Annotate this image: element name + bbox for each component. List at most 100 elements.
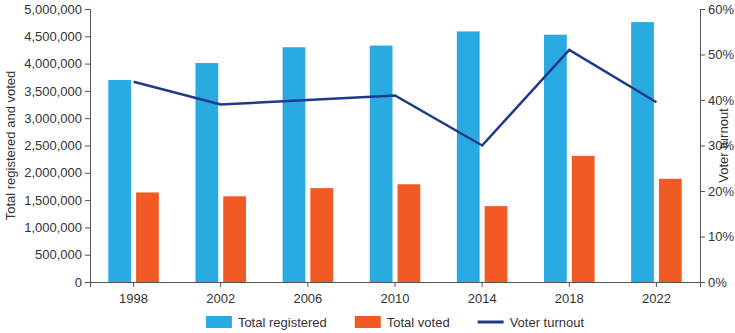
tick: 3,000,000 [24, 111, 90, 126]
tick: 500,000 [35, 247, 90, 262]
tick-mark [700, 100, 705, 101]
tick-label: 4,500,000 [24, 29, 82, 44]
tick-label: 20% [708, 184, 734, 199]
bar [108, 80, 131, 282]
tick-mark [700, 9, 705, 10]
y2-axis: 0%10%20%30%40%50%60% [700, 2, 734, 290]
tick-label: 2,500,000 [24, 138, 82, 153]
tick: 50% [700, 47, 734, 62]
tick: 0 [75, 275, 90, 290]
tick: 2,000,000 [24, 165, 90, 180]
tick-mark [85, 173, 90, 174]
tick: 1998 [119, 282, 148, 306]
tick: 40% [700, 93, 734, 108]
tick: 10% [700, 229, 734, 244]
tick-mark [700, 55, 705, 56]
tick: 2010 [381, 282, 410, 306]
y-axis-title: Total registered and voted [3, 71, 18, 221]
tick-label: 50% [708, 47, 734, 62]
tick-label: 1,000,000 [24, 220, 82, 235]
tick: 2006 [293, 282, 322, 306]
tick-mark [85, 64, 90, 65]
legend-item: Voter turnout [478, 315, 585, 330]
bar [223, 196, 246, 282]
legend-label: Voter turnout [510, 315, 585, 330]
tick-mark [656, 282, 657, 287]
tick-label: 2022 [642, 291, 671, 306]
tick-mark [569, 282, 570, 287]
legend-swatch [355, 316, 381, 328]
y2-axis-title: Voter turnout [716, 108, 731, 183]
tick-label: 2,000,000 [24, 165, 82, 180]
tick-label: 2002 [206, 291, 235, 306]
tick: 2022 [642, 282, 671, 306]
bar-series [136, 156, 682, 282]
legend-label: Total registered [238, 315, 327, 330]
tick-mark [85, 36, 90, 37]
tick: 1,000,000 [24, 220, 90, 235]
y-axis: 0 500,000 1,000,000 1,500,000 2,000,000 2,500… [24, 2, 90, 290]
tick: 2,500,000 [24, 138, 90, 153]
legend-label: Total voted [387, 315, 450, 330]
bar [195, 63, 218, 282]
bar [136, 192, 159, 282]
bar [397, 184, 420, 282]
tick-label: 500,000 [35, 247, 82, 262]
axis-line [85, 10, 91, 283]
tick-label: 2010 [381, 291, 410, 306]
tick-mark [482, 282, 483, 287]
tick-mark [700, 146, 705, 147]
bar [631, 22, 654, 282]
tick: 2018 [555, 282, 584, 306]
tick: 4,500,000 [24, 29, 90, 44]
tick-label: 3,500,000 [24, 84, 82, 99]
x-axis: 1998 2002 2006 2010 2014 2018 2022 [91, 282, 701, 306]
bar [310, 188, 333, 282]
tick-mark [700, 191, 705, 192]
tick-label: 1,500,000 [24, 193, 82, 208]
tick-label: 5,000,000 [24, 2, 82, 17]
tick-label: 10% [708, 229, 734, 244]
tick-label: 60% [708, 2, 734, 17]
legend-item: Total voted [355, 315, 450, 330]
tick: 3,500,000 [24, 84, 90, 99]
tick-mark [85, 255, 90, 256]
tick: 1,500,000 [24, 193, 90, 208]
tick-label: 4,000,000 [24, 56, 82, 71]
tick-label: 2018 [555, 291, 584, 306]
legend: Total registered Total voted Voter turnout [206, 315, 585, 330]
tick: 60% [700, 2, 734, 17]
bar [659, 179, 682, 282]
tick-label: 0 [75, 275, 82, 290]
tick-mark [85, 118, 90, 119]
tick-mark [395, 282, 396, 287]
tick: 5,000,000 [24, 2, 90, 17]
tick-mark [85, 146, 90, 147]
axis-line [91, 283, 701, 288]
legend-swatch [478, 321, 504, 324]
tick: 2014 [468, 282, 497, 306]
tick-mark [700, 237, 705, 238]
line [134, 50, 657, 146]
tick-label: 2014 [468, 291, 497, 306]
tick-label: 2006 [293, 291, 322, 306]
tick-mark [133, 282, 134, 287]
bar [370, 46, 393, 282]
tick-mark [85, 91, 90, 92]
chart: 0 500,000 1,000,000 1,500,000 2,000,000 2,500… [0, 0, 735, 333]
legend-item: Total registered [206, 315, 327, 330]
bar [457, 31, 480, 282]
marks [108, 22, 681, 282]
tick: 2002 [206, 282, 235, 306]
axis-line [701, 10, 706, 283]
tick: 0% [700, 275, 727, 290]
bar [485, 206, 508, 282]
tick: 20% [700, 184, 734, 199]
tick-label: 0% [708, 275, 727, 290]
tick-mark [85, 200, 90, 201]
tick: 4,000,000 [24, 56, 90, 71]
bar [283, 47, 306, 282]
tick-mark [85, 282, 90, 283]
plot: 0 500,000 1,000,000 1,500,000 2,000,000 2,500… [24, 2, 734, 306]
tick-mark [85, 227, 90, 228]
